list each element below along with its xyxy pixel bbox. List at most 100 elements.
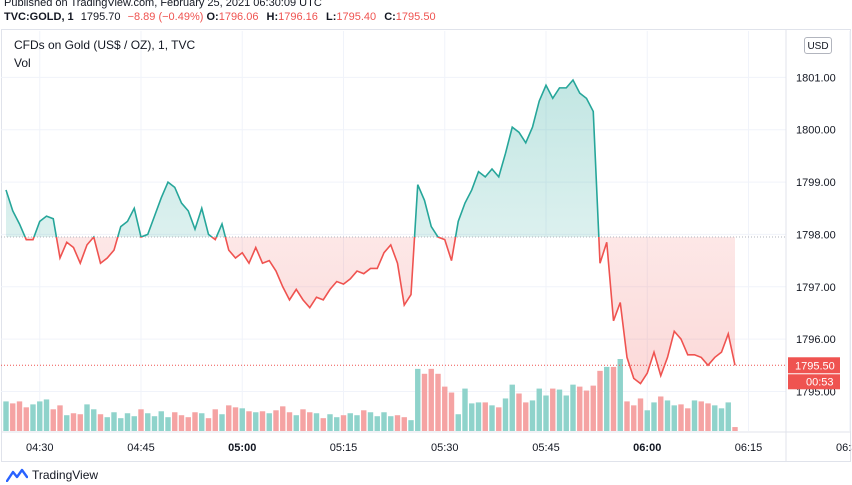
volume-bar bbox=[30, 404, 36, 431]
close-value: 1795.50 bbox=[395, 11, 436, 23]
volume-bar bbox=[84, 404, 90, 431]
volume-bar bbox=[556, 389, 563, 431]
price-badge bbox=[788, 357, 840, 374]
volume-bar bbox=[50, 409, 56, 431]
volume-bar bbox=[570, 384, 576, 431]
volume-bar bbox=[124, 413, 131, 431]
volume-bar bbox=[300, 409, 306, 431]
volume-bar bbox=[637, 398, 644, 431]
volume-bar bbox=[37, 401, 43, 431]
volume-bar bbox=[138, 409, 144, 431]
volume-bar bbox=[563, 395, 569, 431]
footer-brand-label: TradingView bbox=[32, 468, 99, 482]
volume-bar bbox=[718, 408, 725, 431]
volume-bar bbox=[651, 402, 657, 431]
volume-bar bbox=[428, 368, 434, 431]
x-tick-label: 06:15 bbox=[735, 442, 763, 454]
volume-bar bbox=[340, 415, 347, 431]
volume-bar bbox=[617, 359, 623, 431]
area-fill-above-baseline bbox=[6, 80, 599, 238]
currency-button[interactable]: USD bbox=[804, 37, 832, 54]
volume-bar bbox=[590, 385, 596, 431]
volume-bar bbox=[543, 395, 549, 431]
volume-bar bbox=[226, 405, 232, 431]
volume-bar bbox=[43, 399, 50, 431]
volume-bar bbox=[212, 409, 218, 431]
volume-bar bbox=[516, 393, 522, 431]
volume-bar bbox=[307, 412, 313, 431]
volume-bar bbox=[259, 411, 266, 431]
volume-bar bbox=[16, 401, 23, 431]
volume-bar bbox=[597, 370, 603, 431]
volume-bar bbox=[631, 405, 637, 431]
footer-brand[interactable]: TradingView bbox=[6, 466, 98, 484]
volume-bar bbox=[172, 412, 178, 431]
symbol-ohlc-line: TVC:GOLD, 1 1795.70 −8.89 (−0.49%) O:179… bbox=[4, 11, 441, 23]
volume-bar bbox=[529, 400, 536, 431]
x-tick-label: 05:45 bbox=[532, 442, 560, 454]
volume-bar bbox=[273, 410, 279, 431]
x-tick-label: 05:00 bbox=[228, 442, 256, 454]
volume-bar bbox=[246, 411, 252, 431]
countdown-badge bbox=[788, 374, 840, 390]
volume-bar bbox=[232, 407, 239, 431]
volume-bar bbox=[165, 417, 171, 431]
volume-bar bbox=[23, 407, 29, 431]
volume-bar bbox=[658, 396, 664, 431]
volume-bar bbox=[462, 388, 468, 431]
volume-bar bbox=[104, 417, 110, 431]
volume-bar bbox=[415, 368, 421, 431]
volume-bar bbox=[610, 366, 617, 431]
volume-bar bbox=[199, 413, 205, 431]
chart-legend-title: CFDs on Gold (US$ / OZ), 1, TVC bbox=[14, 38, 196, 52]
high-value: 1796.16 bbox=[278, 11, 318, 23]
volume-bar bbox=[691, 400, 698, 431]
volume-bar bbox=[644, 410, 650, 431]
volume-bar bbox=[583, 390, 590, 431]
y-tick-label: 1796.00 bbox=[796, 334, 836, 346]
volume-bar bbox=[401, 417, 407, 431]
volume-bar bbox=[455, 414, 461, 431]
volume-bar bbox=[367, 412, 374, 431]
volume-bar bbox=[320, 418, 326, 431]
last-price: 1795.70 bbox=[80, 11, 121, 23]
volume-bar bbox=[388, 416, 394, 431]
volume-bar bbox=[313, 413, 320, 431]
volume-bar bbox=[91, 409, 97, 431]
volume-bar bbox=[442, 386, 448, 431]
volume-bar bbox=[509, 384, 515, 431]
y-tick-label: 1800.00 bbox=[796, 125, 836, 137]
x-tick-label: 04:45 bbox=[127, 442, 155, 454]
volume-bar bbox=[489, 405, 495, 431]
volume-bar bbox=[77, 414, 83, 431]
volume-bar bbox=[408, 420, 414, 431]
volume-bar bbox=[705, 403, 711, 431]
volume-bar bbox=[327, 414, 333, 431]
x-tick-label: 06:30 bbox=[836, 442, 852, 454]
volume-bar bbox=[624, 401, 630, 431]
volume-bar bbox=[239, 408, 245, 431]
volume-bar bbox=[435, 373, 441, 431]
volume-bar bbox=[286, 412, 293, 431]
countdown-badge-label: 00:53 bbox=[806, 376, 834, 388]
volume-bar bbox=[151, 416, 158, 431]
volume-bar bbox=[158, 411, 164, 431]
volume-bar bbox=[496, 407, 502, 431]
volume-bar bbox=[192, 412, 198, 431]
volume-bar bbox=[111, 412, 117, 431]
volume-bar bbox=[381, 412, 387, 431]
volume-bar bbox=[280, 406, 286, 431]
volume-bar bbox=[523, 402, 529, 431]
volume-bar bbox=[219, 414, 225, 431]
chart-frame[interactable] bbox=[1, 29, 851, 462]
volume-bar bbox=[354, 415, 360, 431]
price-line-up bbox=[5, 78, 600, 238]
x-tick-label: 04:30 bbox=[26, 442, 54, 454]
volume-bar bbox=[145, 413, 151, 431]
volume-legend: Vol bbox=[14, 56, 31, 70]
volume-bar bbox=[725, 402, 731, 431]
volume-bar bbox=[3, 401, 9, 431]
volume-bar bbox=[421, 373, 428, 431]
y-tick-label: 1798.00 bbox=[796, 229, 836, 241]
